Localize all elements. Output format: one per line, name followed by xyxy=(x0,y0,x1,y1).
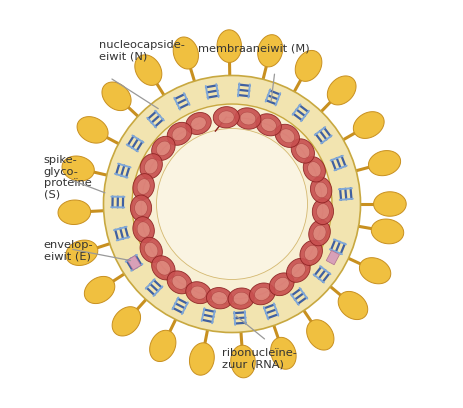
Polygon shape xyxy=(167,122,191,145)
Circle shape xyxy=(103,75,360,333)
Polygon shape xyxy=(172,275,187,289)
Polygon shape xyxy=(112,307,140,336)
Polygon shape xyxy=(62,156,94,181)
Polygon shape xyxy=(77,117,108,143)
Polygon shape xyxy=(230,345,255,378)
Polygon shape xyxy=(84,277,114,304)
Polygon shape xyxy=(304,245,317,260)
Polygon shape xyxy=(134,200,147,216)
Text: envelop-
eiwit (E): envelop- eiwit (E) xyxy=(44,240,93,262)
Polygon shape xyxy=(135,55,162,85)
Polygon shape xyxy=(291,263,305,277)
Polygon shape xyxy=(190,286,206,299)
Polygon shape xyxy=(314,182,327,198)
Polygon shape xyxy=(185,113,211,135)
Polygon shape xyxy=(185,282,211,304)
Polygon shape xyxy=(189,343,214,375)
Polygon shape xyxy=(151,256,175,280)
Polygon shape xyxy=(240,112,255,125)
Polygon shape xyxy=(326,76,355,105)
Polygon shape xyxy=(254,287,269,300)
Polygon shape xyxy=(308,220,330,246)
Polygon shape xyxy=(102,82,131,111)
Polygon shape xyxy=(325,251,339,265)
Polygon shape xyxy=(279,129,294,143)
Polygon shape xyxy=(137,179,150,194)
Polygon shape xyxy=(303,157,325,182)
Polygon shape xyxy=(275,124,299,147)
Polygon shape xyxy=(313,225,325,241)
Polygon shape xyxy=(299,240,322,265)
Polygon shape xyxy=(228,288,254,309)
Polygon shape xyxy=(307,162,320,177)
Polygon shape xyxy=(173,37,198,69)
Polygon shape xyxy=(270,337,295,369)
Polygon shape xyxy=(312,198,333,224)
Polygon shape xyxy=(233,292,249,305)
Polygon shape xyxy=(156,261,170,275)
Circle shape xyxy=(132,104,331,304)
Polygon shape xyxy=(140,154,162,179)
Polygon shape xyxy=(213,106,239,128)
Polygon shape xyxy=(66,240,98,266)
Polygon shape xyxy=(137,222,150,237)
Polygon shape xyxy=(359,258,390,284)
Polygon shape xyxy=(217,30,241,62)
Polygon shape xyxy=(190,117,206,130)
Polygon shape xyxy=(132,217,154,242)
Polygon shape xyxy=(257,35,282,67)
Polygon shape xyxy=(261,118,275,131)
Polygon shape xyxy=(218,111,234,124)
Polygon shape xyxy=(370,219,403,244)
Polygon shape xyxy=(206,288,232,309)
Polygon shape xyxy=(132,174,154,200)
Polygon shape xyxy=(291,139,314,163)
Polygon shape xyxy=(306,320,333,350)
Text: spike-
glyco-
proteïne
(S): spike- glyco- proteïne (S) xyxy=(44,155,91,200)
Text: membraaneiwit (M): membraaneiwit (M) xyxy=(197,44,309,54)
Polygon shape xyxy=(353,112,383,138)
Polygon shape xyxy=(373,192,405,216)
Polygon shape xyxy=(172,127,187,141)
Polygon shape xyxy=(338,291,367,319)
Polygon shape xyxy=(150,330,175,361)
Polygon shape xyxy=(140,237,162,262)
Polygon shape xyxy=(286,258,309,282)
Polygon shape xyxy=(151,136,175,160)
Polygon shape xyxy=(156,141,170,155)
Polygon shape xyxy=(167,271,191,294)
Polygon shape xyxy=(274,277,288,291)
Polygon shape xyxy=(249,283,275,305)
Polygon shape xyxy=(316,204,329,220)
Text: nucleocapside-
eiwit (N): nucleocapside- eiwit (N) xyxy=(99,40,185,62)
Polygon shape xyxy=(310,177,331,203)
Polygon shape xyxy=(234,108,260,129)
Polygon shape xyxy=(130,195,151,221)
Polygon shape xyxy=(295,144,309,158)
Polygon shape xyxy=(58,200,90,224)
Polygon shape xyxy=(256,114,281,136)
Polygon shape xyxy=(294,51,321,81)
Text: ribonucleïne-
zuur (RNA): ribonucleïne- zuur (RNA) xyxy=(222,348,297,370)
Polygon shape xyxy=(269,273,294,296)
Polygon shape xyxy=(144,159,157,174)
Circle shape xyxy=(156,129,307,279)
Polygon shape xyxy=(144,242,157,257)
Polygon shape xyxy=(211,292,227,305)
Polygon shape xyxy=(127,256,141,270)
Polygon shape xyxy=(368,151,400,176)
